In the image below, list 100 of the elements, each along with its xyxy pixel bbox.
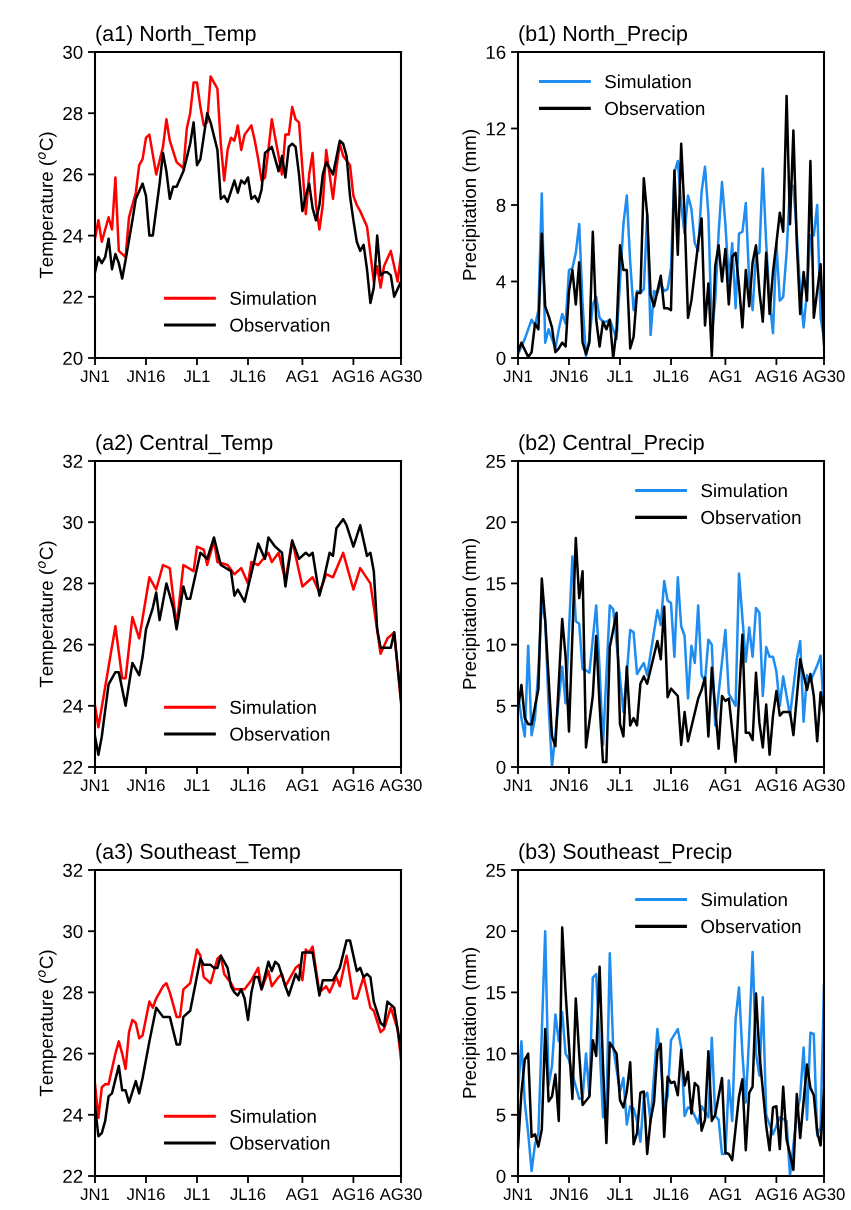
y-tick-label: 24 bbox=[63, 1108, 83, 1122]
x-tick-label: AG30 bbox=[802, 1188, 845, 1201]
x-tick-label: AG1 bbox=[285, 370, 319, 383]
y-tick-label: 30 bbox=[63, 924, 83, 939]
y-tick-label: 24 bbox=[63, 699, 83, 713]
y-axis-title: Precipitation (mm) bbox=[462, 539, 480, 689]
x-tick-label: JL16 bbox=[230, 1188, 266, 1201]
y-tick-label: 22 bbox=[63, 760, 83, 774]
x-tick-label: AG1 bbox=[285, 1188, 319, 1201]
x-tick-label: JN1 bbox=[503, 1188, 533, 1201]
x-tick-label: JN1 bbox=[503, 370, 533, 383]
x-tick-label: AG30 bbox=[379, 1188, 422, 1201]
legend-label: Simulation bbox=[230, 1109, 316, 1123]
x-tick-label: AG16 bbox=[755, 370, 797, 383]
y-tick-label: 26 bbox=[63, 168, 83, 182]
y-axis-title: Temperature ($^{o}$C) bbox=[38, 541, 57, 688]
legend-label: Simulation bbox=[230, 700, 316, 714]
y-tick-label: 25 bbox=[486, 863, 506, 877]
y-tick-label: 15 bbox=[486, 986, 506, 1000]
x-tick-label: JN16 bbox=[126, 1188, 165, 1201]
y-tick-label: 5 bbox=[496, 1108, 506, 1122]
y-tick-label: 30 bbox=[63, 45, 83, 59]
y-axis-title: Precipitation (mm) bbox=[462, 948, 480, 1098]
y-tick-label: 8 bbox=[496, 198, 506, 212]
y-tick-label: 30 bbox=[63, 515, 83, 530]
x-tick-label: JL16 bbox=[230, 779, 266, 792]
y-tick-label: 0 bbox=[496, 760, 506, 774]
chart-title: (a3) Southeast_Temp bbox=[96, 843, 300, 864]
x-tick-label: AG30 bbox=[802, 370, 845, 383]
x-tick-label: JN1 bbox=[80, 779, 110, 792]
x-tick-label: JN16 bbox=[549, 370, 588, 383]
chart-title: (b3) Southeast_Precip bbox=[519, 843, 732, 864]
y-tick-label: 28 bbox=[63, 986, 83, 1000]
x-tick-label: JL16 bbox=[653, 779, 689, 792]
y-tick-label: 12 bbox=[486, 122, 506, 136]
x-tick-label: JN16 bbox=[126, 779, 165, 792]
x-tick-label: AG1 bbox=[708, 370, 742, 383]
y-axis-title: Temperature ($^{o}$C) bbox=[38, 132, 57, 279]
y-tick-label: 20 bbox=[486, 515, 506, 530]
y-tick-label: 10 bbox=[486, 638, 506, 652]
x-tick-label: JL1 bbox=[183, 370, 210, 383]
x-tick-label: AG1 bbox=[708, 779, 742, 792]
x-tick-label: AG30 bbox=[379, 779, 422, 792]
x-tick-label: JL16 bbox=[230, 370, 266, 383]
y-tick-label: 15 bbox=[486, 577, 506, 591]
y-tick-label: 16 bbox=[486, 45, 506, 59]
legend-label: Observation bbox=[605, 101, 705, 116]
x-tick-label: AG16 bbox=[755, 779, 797, 792]
x-tick-label: AG16 bbox=[755, 1188, 797, 1201]
y-tick-label: 5 bbox=[496, 699, 506, 713]
legend-label: Observation bbox=[230, 1136, 330, 1150]
x-tick-label: JL1 bbox=[606, 370, 633, 383]
legend-label: Simulation bbox=[230, 291, 316, 305]
y-tick-label: 28 bbox=[63, 577, 83, 591]
x-tick-label: JL1 bbox=[183, 1188, 210, 1201]
line-series bbox=[95, 75, 401, 289]
x-tick-label: JN16 bbox=[126, 370, 165, 383]
x-tick-label: JL1 bbox=[183, 779, 210, 792]
x-tick-label: AG30 bbox=[802, 779, 845, 792]
y-tick-label: 20 bbox=[486, 924, 506, 939]
legend-label: Simulation bbox=[701, 483, 787, 498]
y-tick-label: 28 bbox=[63, 106, 83, 121]
y-tick-label: 20 bbox=[63, 351, 83, 365]
y-tick-label: 10 bbox=[486, 1047, 506, 1061]
y-tick-label: 26 bbox=[63, 638, 83, 652]
x-tick-label: AG1 bbox=[708, 1188, 742, 1201]
x-tick-label: JL16 bbox=[653, 1188, 689, 1201]
legend-label: Observation bbox=[230, 318, 330, 332]
chart-title: (a1) North_Temp bbox=[96, 25, 256, 46]
y-tick-label: 0 bbox=[496, 351, 506, 365]
x-tick-label: AG30 bbox=[379, 370, 422, 383]
x-tick-label: JN16 bbox=[549, 779, 588, 792]
y-axis-title: Temperature ($^{o}$C) bbox=[38, 950, 57, 1097]
legend-label: Simulation bbox=[605, 74, 691, 89]
x-tick-label: JN16 bbox=[549, 1188, 588, 1201]
x-tick-label: JL1 bbox=[606, 1188, 633, 1201]
x-tick-label: JN1 bbox=[80, 370, 110, 383]
y-tick-label: 22 bbox=[63, 290, 83, 304]
legend-label: Observation bbox=[230, 727, 330, 741]
y-tick-label: 24 bbox=[63, 229, 83, 243]
legend-label: Observation bbox=[701, 510, 801, 525]
chart-title: (b2) Central_Precip bbox=[519, 434, 704, 455]
x-tick-label: JN1 bbox=[80, 1188, 110, 1201]
x-tick-label: AG16 bbox=[332, 1188, 374, 1201]
x-tick-label: AG16 bbox=[332, 370, 374, 383]
y-tick-label: 0 bbox=[496, 1169, 506, 1183]
legend-label: Observation bbox=[701, 919, 801, 934]
y-tick-label: 32 bbox=[63, 454, 83, 468]
legend-label: Simulation bbox=[701, 892, 787, 907]
y-axis-title: Precipitation (mm) bbox=[462, 130, 480, 280]
x-tick-label: AG1 bbox=[285, 779, 319, 792]
x-tick-label: AG16 bbox=[332, 779, 374, 792]
y-tick-label: 22 bbox=[63, 1169, 83, 1183]
x-tick-label: JL1 bbox=[606, 779, 633, 792]
y-tick-label: 26 bbox=[63, 1047, 83, 1061]
x-tick-label: JN1 bbox=[503, 779, 533, 792]
y-tick-label: 4 bbox=[496, 275, 506, 289]
chart-title: (a2) Central_Temp bbox=[96, 434, 273, 455]
y-tick-label: 32 bbox=[63, 863, 83, 877]
y-tick-label: 25 bbox=[486, 454, 506, 468]
